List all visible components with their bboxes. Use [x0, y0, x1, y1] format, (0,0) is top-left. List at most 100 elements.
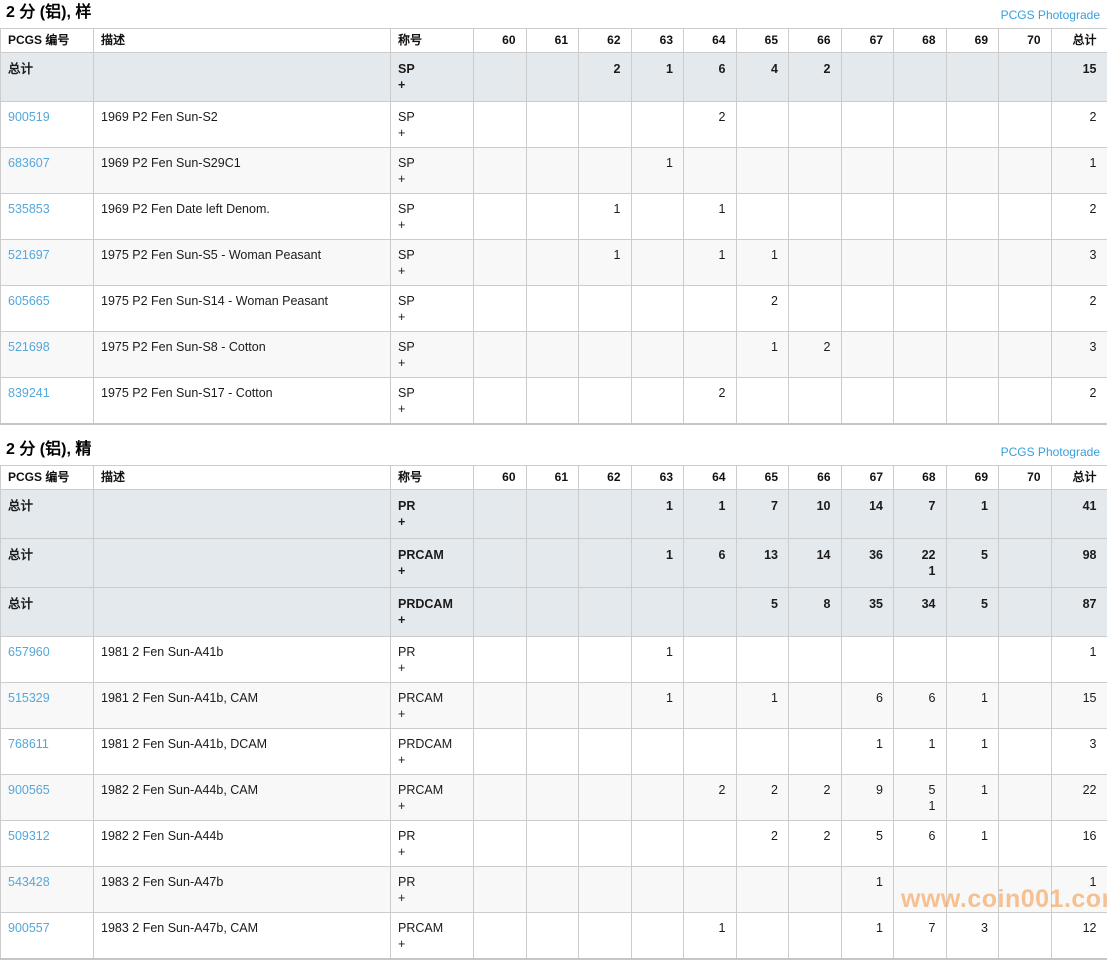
coin-description-cell: 1981 2 Fen Sun-A41b: [94, 637, 391, 683]
col-header-grade-63: 63: [631, 29, 684, 53]
coin-description-cell: 1975 P2 Fen Sun-S14 - Woman Peasant: [94, 286, 391, 332]
coin-number-link[interactable]: 605665: [8, 294, 50, 308]
grade-count-cell: [579, 637, 632, 683]
coin-number-link[interactable]: 683607: [8, 156, 50, 170]
designation-plus: +: [398, 217, 466, 233]
coin-number-link[interactable]: 839241: [8, 386, 50, 400]
pcgs-number-cell: 521698: [1, 332, 94, 378]
coin-number-link[interactable]: 543428: [8, 875, 50, 889]
coin-number-link[interactable]: 657960: [8, 645, 50, 659]
grade-count-cell: [999, 539, 1052, 588]
coin-number-link[interactable]: 768611: [8, 737, 49, 751]
designation-label: SP: [398, 385, 466, 401]
designation-plus: +: [398, 612, 466, 628]
pcgs-number-cell: 543428: [1, 867, 94, 913]
photograde-link[interactable]: PCGS Photograde: [1001, 7, 1100, 23]
designation-cell: PR+: [391, 637, 474, 683]
grade-count-cell: [526, 867, 579, 913]
grade-count-cell: [841, 53, 894, 102]
coin-description-cell: [94, 490, 391, 539]
coin-description-cell: [94, 53, 391, 102]
grade-count-cell: 1: [946, 729, 999, 775]
coin-description-cell: [94, 588, 391, 637]
coin-description-cell: 1982 2 Fen Sun-A44b, CAM: [94, 775, 391, 821]
grade-count-cell: [736, 148, 789, 194]
designation-cell: PR+: [391, 490, 474, 539]
grade-count-cell: [631, 775, 684, 821]
coin-number-link[interactable]: 521698: [8, 340, 50, 354]
grade-count-cell: [631, 378, 684, 425]
pcgs-number-cell: 900565: [1, 775, 94, 821]
grade-count-cell: [526, 539, 579, 588]
grade-count-cell: [474, 102, 527, 148]
grade-count-cell: [631, 821, 684, 867]
coin-number-link[interactable]: 515329: [8, 691, 50, 705]
designation-label: SP: [398, 61, 466, 77]
grade-count-cell: [841, 286, 894, 332]
grade-count-cell: [526, 821, 579, 867]
grade-count-cell: [789, 148, 842, 194]
photograde-link[interactable]: PCGS Photograde: [1001, 444, 1100, 460]
grade-count-cell: [789, 194, 842, 240]
grade-count-cell: 1: [946, 490, 999, 539]
grade-count-cell: 2: [789, 332, 842, 378]
col-header-grade-64: 64: [684, 466, 737, 490]
col-header-grade-60: 60: [474, 466, 527, 490]
designation-label: SP: [398, 155, 466, 171]
grade-count-cell: 1: [736, 240, 789, 286]
grade-count-cell: 1: [579, 240, 632, 286]
coin-description-cell: 1969 P2 Fen Date left Denom.: [94, 194, 391, 240]
grade-count-cell: [579, 729, 632, 775]
grade-count-cell: 1: [841, 729, 894, 775]
grade-count-cell: 1: [631, 539, 684, 588]
grade-count-cell: [474, 867, 527, 913]
coin-number-link[interactable]: 900565: [8, 783, 50, 797]
grade-count-cell: [999, 588, 1052, 637]
grade-count-cell: [579, 286, 632, 332]
designation-label: PRCAM: [398, 920, 466, 936]
pcgs-number-cell: 657960: [1, 637, 94, 683]
coin-number-link[interactable]: 509312: [8, 829, 50, 843]
grade-count-cell: 6: [684, 539, 737, 588]
designation-cell: SP+: [391, 240, 474, 286]
pcgs-number-cell: 605665: [1, 286, 94, 332]
grade-count-cell: [474, 637, 527, 683]
grade-count-cell: 14: [841, 490, 894, 539]
designation-label: PRCAM: [398, 782, 466, 798]
grade-count-cell: [526, 286, 579, 332]
coin-number-link[interactable]: 535853: [8, 202, 50, 216]
grade-count-cell: 2: [579, 53, 632, 102]
designation-plus: +: [398, 401, 466, 417]
grade-count-cell: 7: [894, 490, 947, 539]
coin-description-cell: [94, 539, 391, 588]
summary-label: 总计: [1, 539, 94, 588]
designation-label: SP: [398, 201, 466, 217]
designation-cell: PR+: [391, 867, 474, 913]
total-count-cell: 87: [1051, 588, 1107, 637]
grade-count-cell: [684, 588, 737, 637]
coin-number-link[interactable]: 900519: [8, 110, 50, 124]
grade-count-cell: [631, 913, 684, 960]
grade-count-cell: [789, 286, 842, 332]
designation-plus: +: [398, 77, 466, 93]
grade-count-cell: 5: [736, 588, 789, 637]
coin-number-link[interactable]: 521697: [8, 248, 50, 262]
pcgs-number-cell: 535853: [1, 194, 94, 240]
grade-count-cell: [526, 490, 579, 539]
col-header-grade-66: 66: [789, 466, 842, 490]
pcgs-number-cell: 515329: [1, 683, 94, 729]
grade-count-cell: [684, 332, 737, 378]
grade-count-cell: [999, 148, 1052, 194]
grade-count-cell: 2: [684, 378, 737, 425]
grade-count-cell: [946, 286, 999, 332]
grade-count-cell: [474, 913, 527, 960]
grade-count-line: 5: [901, 782, 936, 798]
grade-count-cell: [999, 637, 1052, 683]
summary-label: 总计: [1, 53, 94, 102]
grade-count-cell: [789, 913, 842, 960]
